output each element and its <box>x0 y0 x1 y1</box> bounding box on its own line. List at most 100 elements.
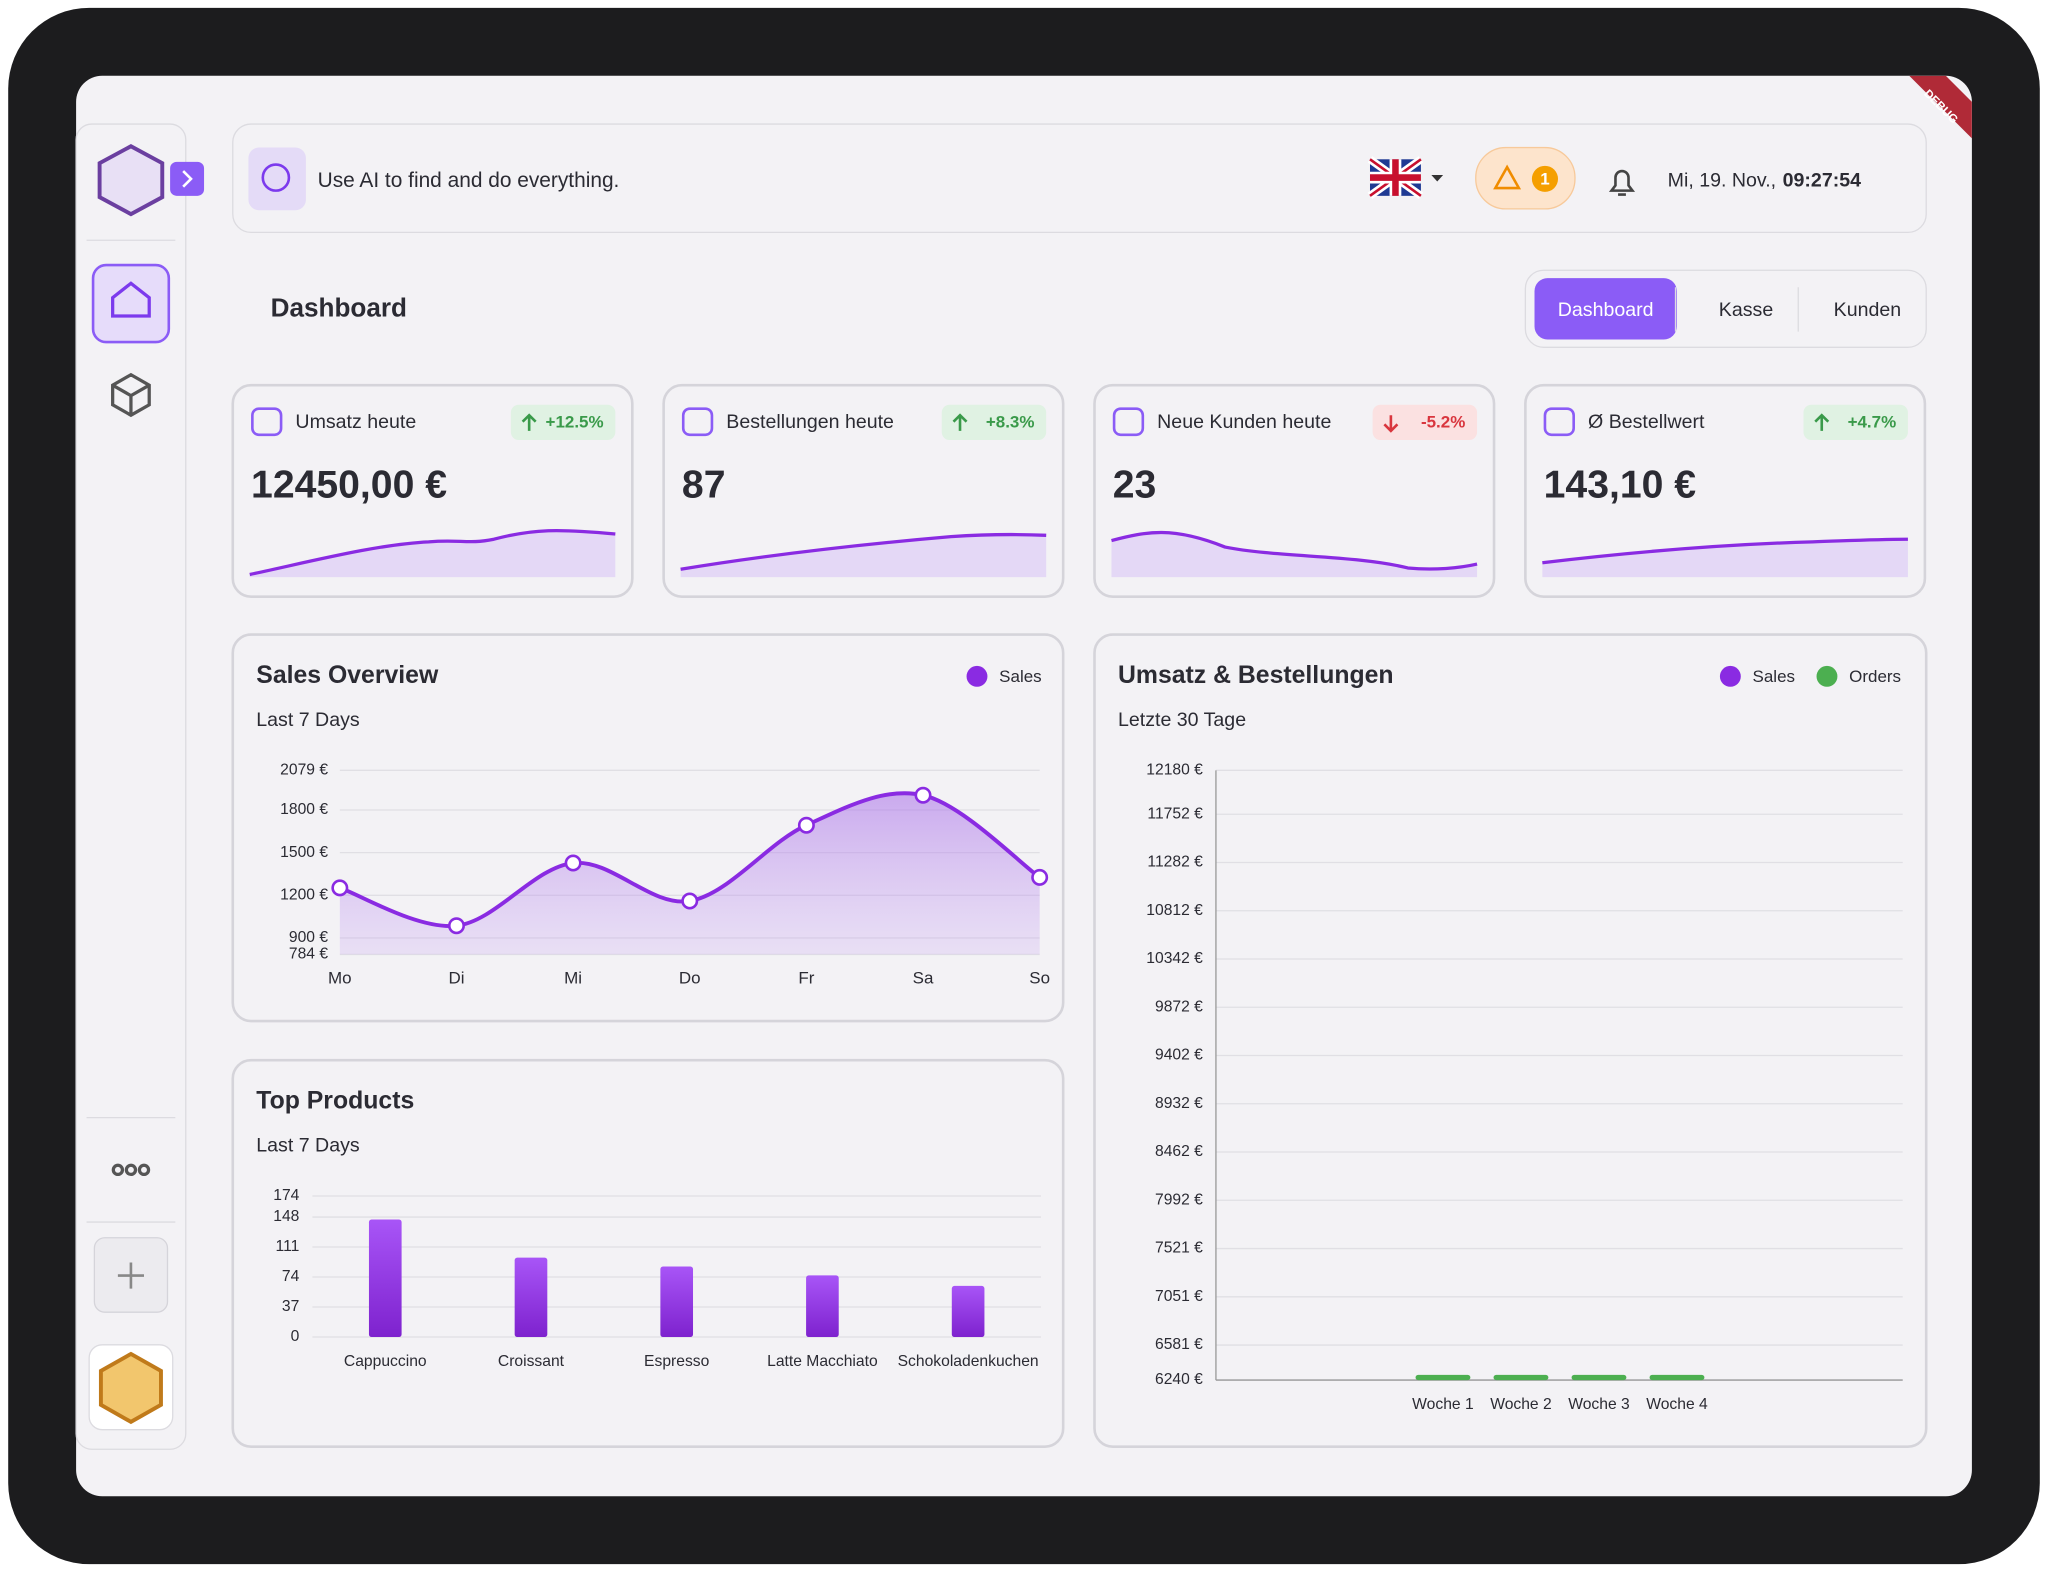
chart-subtitle: Letzte 30 Tage <box>1118 709 1246 731</box>
time: 09:27:54 <box>1783 170 1861 192</box>
kpi-value: 143,10 € <box>1544 463 1697 506</box>
data-point <box>564 854 582 872</box>
kpi-change: -5.2% <box>1421 413 1465 432</box>
box-icon[interactable] <box>111 372 151 418</box>
x-tick-label: Schokoladenkuchen <box>898 1353 1039 1370</box>
data-point <box>797 816 815 834</box>
kpi-title: Umsatz heute <box>295 411 416 433</box>
x-tick-label: Cappuccino <box>344 1353 427 1370</box>
x-tick-label: Woche 4 <box>1646 1396 1708 1413</box>
y-tick-label: 37 <box>282 1298 299 1315</box>
y-tick-label: 7051 € <box>1155 1288 1203 1305</box>
chart-title: Top Products <box>256 1088 414 1115</box>
y-tick-label: 784 € <box>289 946 328 963</box>
kpi-icon <box>1112 407 1145 437</box>
data-point <box>914 786 932 804</box>
kpi-change-badge <box>1803 404 1908 441</box>
legend-label: Orders <box>1849 667 1901 686</box>
kpi-sparkline <box>1542 537 1908 565</box>
y-tick-label: 8462 € <box>1155 1143 1203 1160</box>
data-point <box>681 892 699 910</box>
home-button[interactable] <box>91 263 171 344</box>
alert-pill[interactable] <box>1475 146 1576 210</box>
search-icon <box>261 163 291 192</box>
page-title: Dashboard <box>271 292 407 322</box>
language-flag[interactable] <box>1367 156 1444 200</box>
chart-card <box>231 1058 1065 1448</box>
y-tick-label: 11282 € <box>1147 854 1203 871</box>
kpi-change: +4.7% <box>1848 413 1897 432</box>
kpi-icon <box>681 407 714 437</box>
chevron-icon <box>182 170 193 188</box>
bar <box>1649 1374 1705 1381</box>
bar <box>1493 1374 1549 1381</box>
y-tick-label: 10812 € <box>1146 902 1203 919</box>
home-icon <box>111 281 151 318</box>
line-area <box>339 793 1040 955</box>
legend-label: Sales <box>999 667 1041 686</box>
y-tick-label: 10342 € <box>1146 950 1203 967</box>
x-tick-label: Do <box>679 969 701 988</box>
kpi-title: Bestellungen heute <box>726 411 894 433</box>
tab[interactable]: Kunden <box>1834 299 1902 321</box>
warning-icon <box>1493 164 1522 190</box>
tab[interactable]: Kasse <box>1719 299 1774 321</box>
x-tick-label: Fr <box>798 969 814 988</box>
bar <box>368 1219 402 1337</box>
search-icon-box[interactable] <box>248 147 306 211</box>
legend-swatch <box>966 665 988 687</box>
chart-title: Umsatz & Bestellungen <box>1118 662 1394 689</box>
y-tick-label: 148 <box>273 1208 299 1225</box>
expand-button[interactable] <box>170 161 205 196</box>
y-tick-label: 7521 € <box>1155 1240 1203 1257</box>
x-tick-label: Espresso <box>644 1353 710 1370</box>
kpi-icon <box>251 407 283 437</box>
alert-badge <box>1531 165 1559 192</box>
y-tick-label: 900 € <box>289 929 328 946</box>
bar <box>1571 1374 1627 1381</box>
y-tick-label: 6581 € <box>1155 1336 1203 1353</box>
kpi-change-badge <box>941 404 1047 441</box>
x-tick-label: Mi <box>564 969 582 988</box>
search-input[interactable]: Use AI to find and do everything. <box>318 169 620 192</box>
bar <box>1415 1374 1471 1381</box>
x-tick-label: Sa <box>913 969 934 988</box>
data-point <box>447 917 465 935</box>
kpi-sparkline-area <box>1111 532 1478 578</box>
x-tick-label: So <box>1029 969 1050 988</box>
avatar <box>98 1351 163 1425</box>
kpi-title: Ø Bestellwert <box>1588 411 1705 433</box>
bar <box>660 1266 694 1337</box>
y-tick-label: 7992 € <box>1155 1191 1203 1208</box>
kpi-value: 12450,00 € <box>251 463 447 506</box>
date: Mi, 19. Nov., <box>1668 170 1776 192</box>
kpi-title: Neue Kunden heute <box>1157 411 1331 433</box>
kpi-icon <box>1543 407 1575 437</box>
y-tick-label: 11752 € <box>1147 805 1203 822</box>
kpi-change-arrow <box>952 413 968 431</box>
y-tick-label: 9872 € <box>1155 998 1203 1015</box>
y-tick-label: 1800 € <box>280 801 328 818</box>
tab-active-bg[interactable] <box>1534 278 1677 340</box>
chart-subtitle: Last 7 Days <box>256 709 360 731</box>
plus-icon <box>117 1262 144 1289</box>
chart-title: Sales Overview <box>256 662 439 689</box>
kpi-change-badge <box>1372 404 1478 441</box>
bar <box>514 1257 548 1337</box>
y-tick-label: 12180 € <box>1146 761 1203 778</box>
tab[interactable]: Dashboard <box>1558 299 1654 321</box>
data-point <box>1031 868 1049 886</box>
more-icon[interactable] <box>111 1163 151 1177</box>
kpi-sparkline <box>1111 530 1478 571</box>
bell-icon[interactable] <box>1608 169 1636 196</box>
y-tick-label: 9402 € <box>1155 1047 1203 1064</box>
x-tick-label: Woche 3 <box>1568 1396 1630 1413</box>
kpi-change-arrow <box>1383 415 1399 433</box>
logo <box>97 144 165 217</box>
legend-label: Sales <box>1753 667 1795 686</box>
y-tick-label: 2079 € <box>280 761 328 778</box>
y-tick-label: 111 <box>276 1238 300 1255</box>
kpi-change: +12.5% <box>546 413 604 432</box>
